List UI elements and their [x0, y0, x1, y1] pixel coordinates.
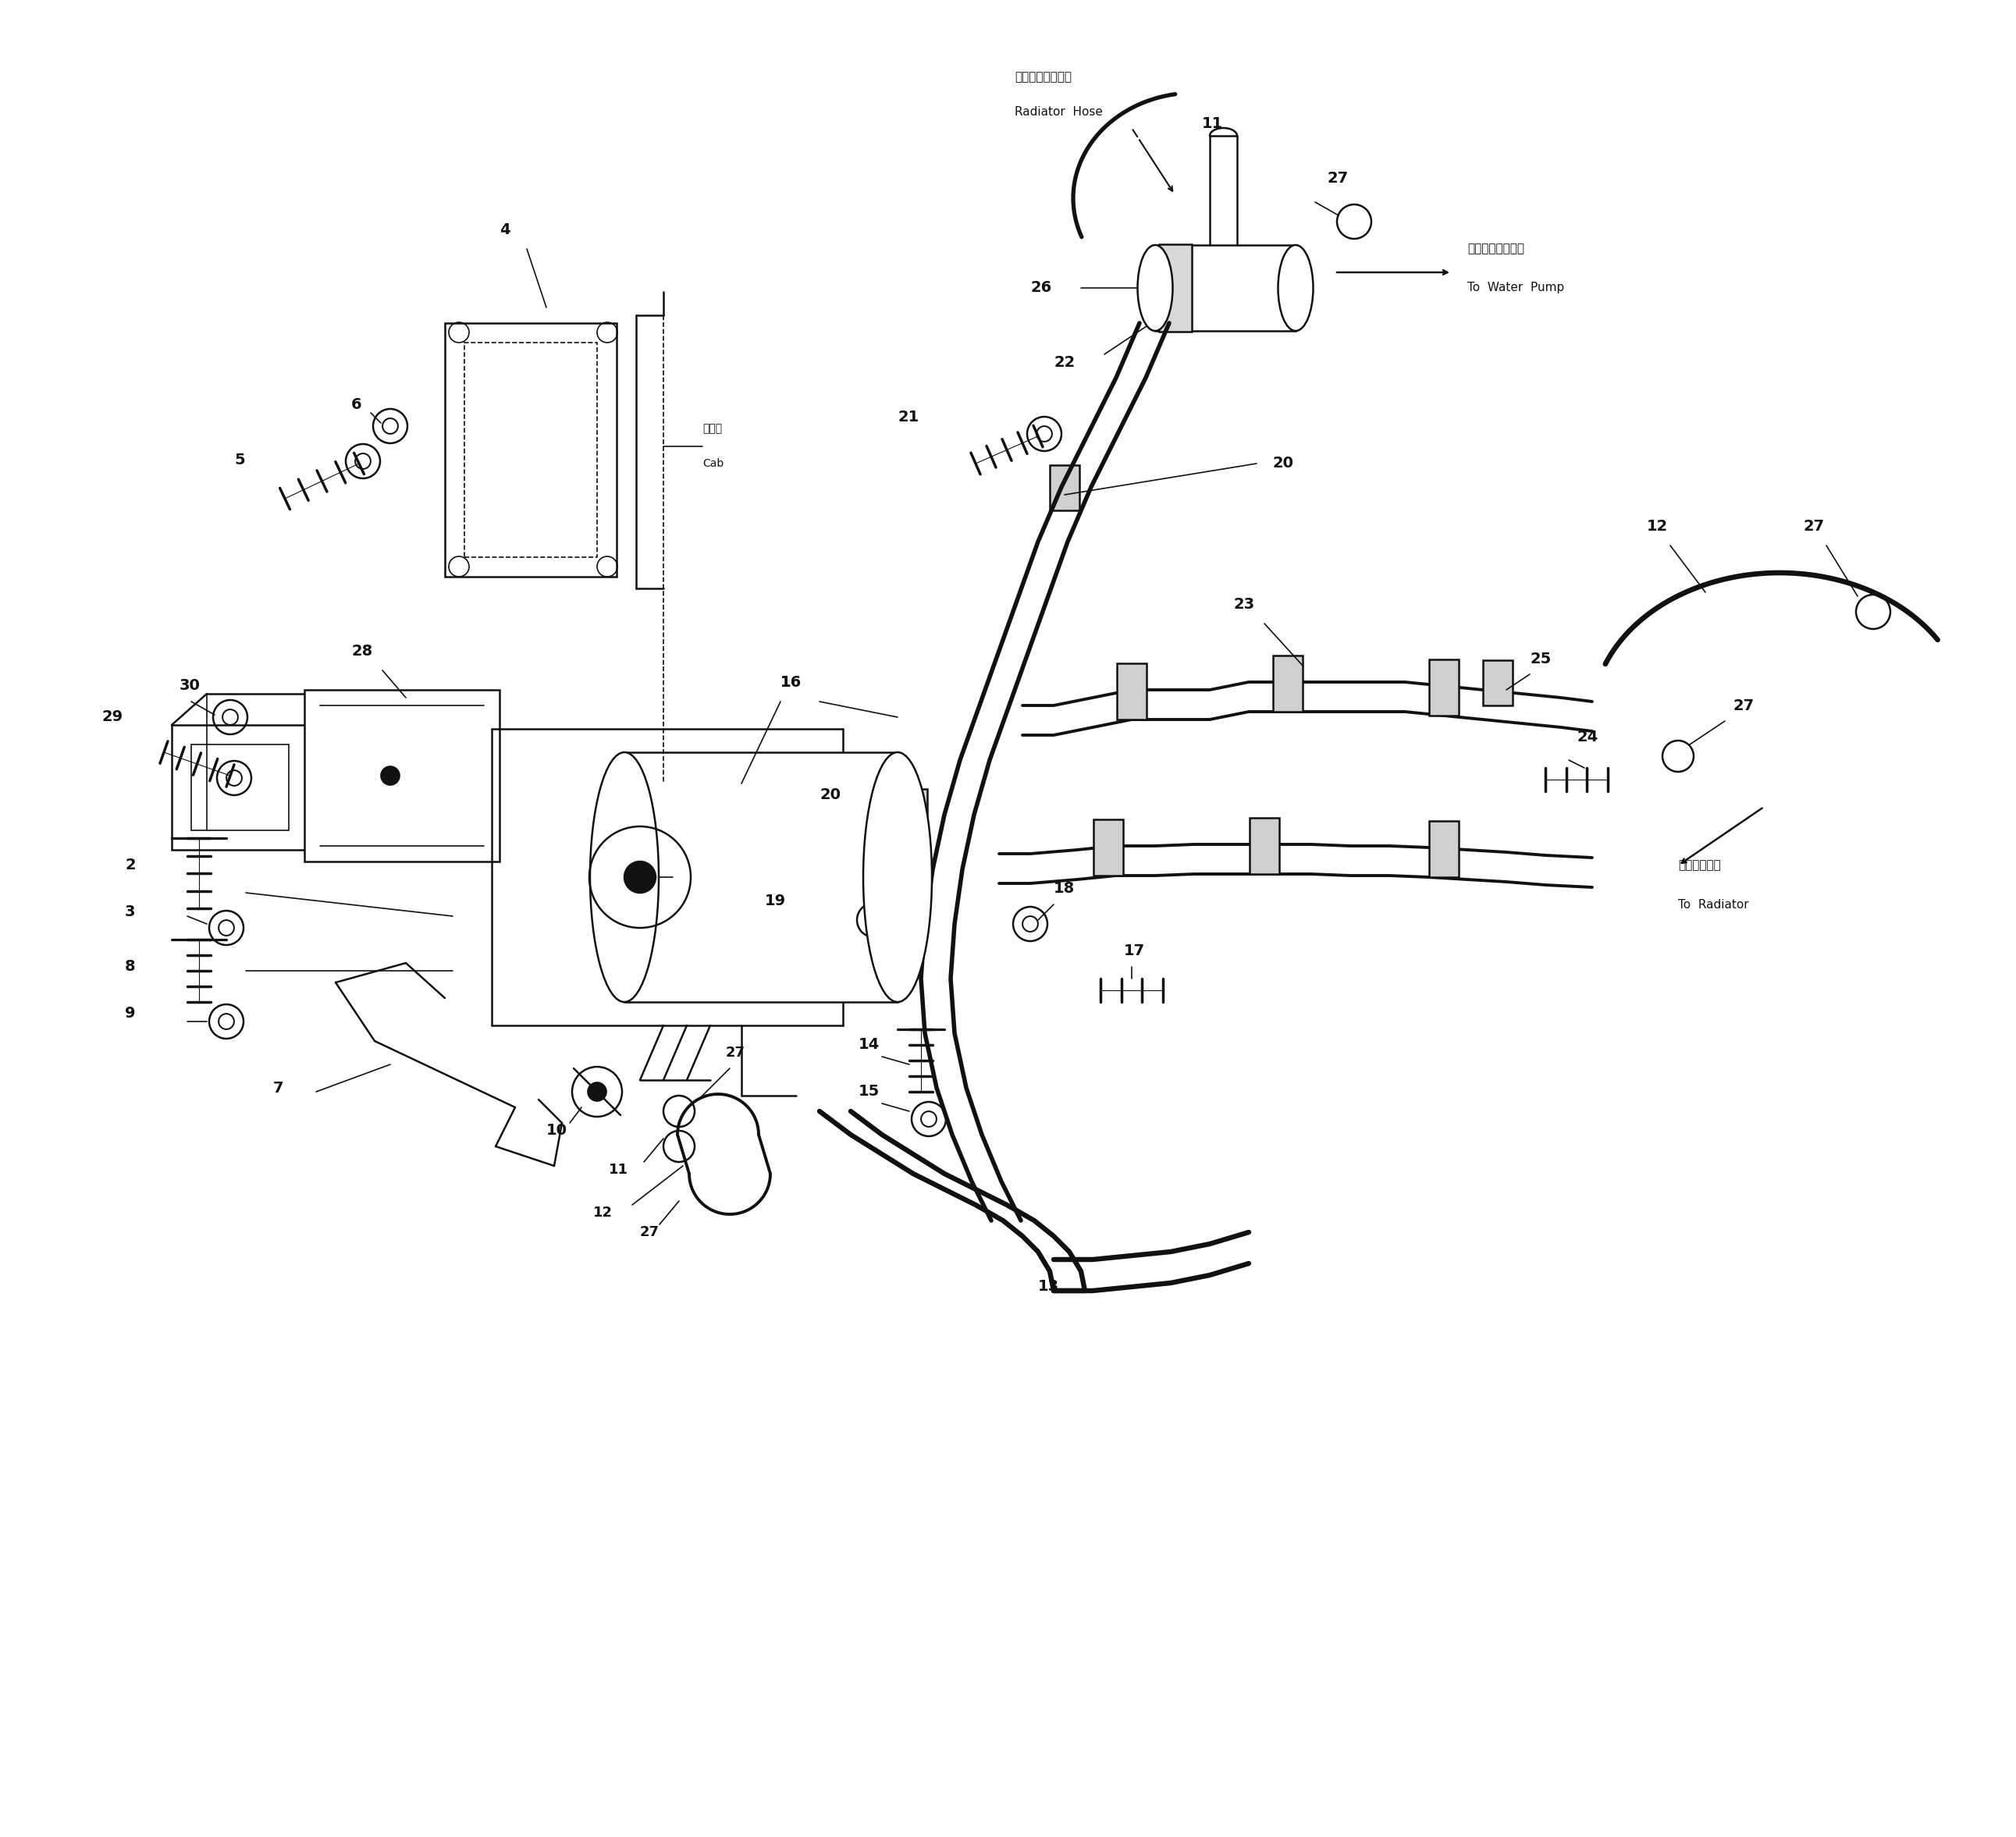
Text: 6: 6 [351, 397, 361, 413]
Bar [1117, 663, 1147, 720]
Text: 15: 15 [859, 1084, 879, 1099]
Text: 30: 30 [179, 678, 200, 693]
Text: 29: 29 [101, 709, 123, 724]
Bar [1155, 244, 1296, 331]
Bar [171, 726, 308, 851]
Text: ウォータポンプへ: ウォータポンプへ [1468, 242, 1524, 255]
Text: ラジエータへ: ラジエータへ [1677, 860, 1722, 871]
Text: 26: 26 [1030, 281, 1052, 296]
Text: 5: 5 [234, 452, 244, 467]
Text: 25: 25 [1530, 652, 1550, 667]
Text: 27: 27 [639, 1225, 659, 1240]
Ellipse shape [1278, 244, 1312, 331]
Text: 8: 8 [125, 959, 135, 974]
Text: 27: 27 [1802, 518, 1824, 533]
Bar [464, 342, 597, 557]
Bar [1159, 244, 1191, 332]
Bar [1272, 656, 1302, 711]
Ellipse shape [591, 753, 659, 1001]
Circle shape [589, 1082, 607, 1100]
Text: 11: 11 [1202, 118, 1224, 132]
Ellipse shape [1137, 244, 1173, 331]
Text: 18: 18 [1054, 882, 1075, 896]
Bar [1429, 821, 1460, 876]
Text: 27: 27 [1732, 698, 1754, 713]
Text: 7: 7 [274, 1080, 284, 1095]
Text: To  Water  Pump: To Water Pump [1468, 283, 1564, 294]
Text: 12: 12 [1647, 518, 1667, 533]
Text: 9: 9 [125, 1007, 135, 1021]
Bar [1050, 465, 1079, 511]
Bar [1093, 819, 1123, 876]
Text: 20: 20 [821, 788, 841, 803]
Text: 24: 24 [1577, 729, 1599, 744]
Text: キャブ: キャブ [702, 423, 722, 434]
Text: 23: 23 [1234, 597, 1254, 612]
Ellipse shape [863, 753, 931, 1001]
Text: 20: 20 [1272, 456, 1294, 470]
Text: Radiator  Hose: Radiator Hose [1014, 107, 1103, 118]
Text: 13: 13 [1038, 1279, 1058, 1295]
Text: 1: 1 [780, 674, 790, 689]
Bar [625, 753, 897, 1001]
Text: 14: 14 [859, 1038, 879, 1053]
Text: 2: 2 [125, 858, 135, 873]
Circle shape [381, 766, 399, 784]
Text: 22: 22 [1054, 355, 1075, 369]
Bar [446, 323, 617, 577]
Text: 3: 3 [125, 906, 135, 920]
Text: Cab: Cab [702, 457, 724, 468]
Text: 17: 17 [1123, 944, 1145, 959]
Text: ラジエータホース: ラジエータホース [1014, 72, 1073, 83]
Bar [192, 744, 288, 830]
Circle shape [625, 862, 655, 893]
Text: 16: 16 [780, 674, 802, 689]
Bar [1429, 659, 1460, 716]
Text: 12: 12 [593, 1205, 613, 1220]
Text: 19: 19 [764, 893, 786, 907]
Bar [1250, 817, 1280, 874]
Text: 27: 27 [726, 1045, 746, 1060]
Bar [304, 691, 500, 862]
Bar [1484, 659, 1512, 705]
Text: 4: 4 [500, 222, 510, 237]
Bar [897, 788, 927, 834]
Text: 21: 21 [897, 410, 919, 424]
Text: 27: 27 [1327, 171, 1349, 186]
Text: 11: 11 [609, 1163, 629, 1178]
Text: 10: 10 [546, 1124, 566, 1139]
Text: To  Radiator: To Radiator [1677, 898, 1748, 911]
Text: 28: 28 [351, 643, 373, 658]
